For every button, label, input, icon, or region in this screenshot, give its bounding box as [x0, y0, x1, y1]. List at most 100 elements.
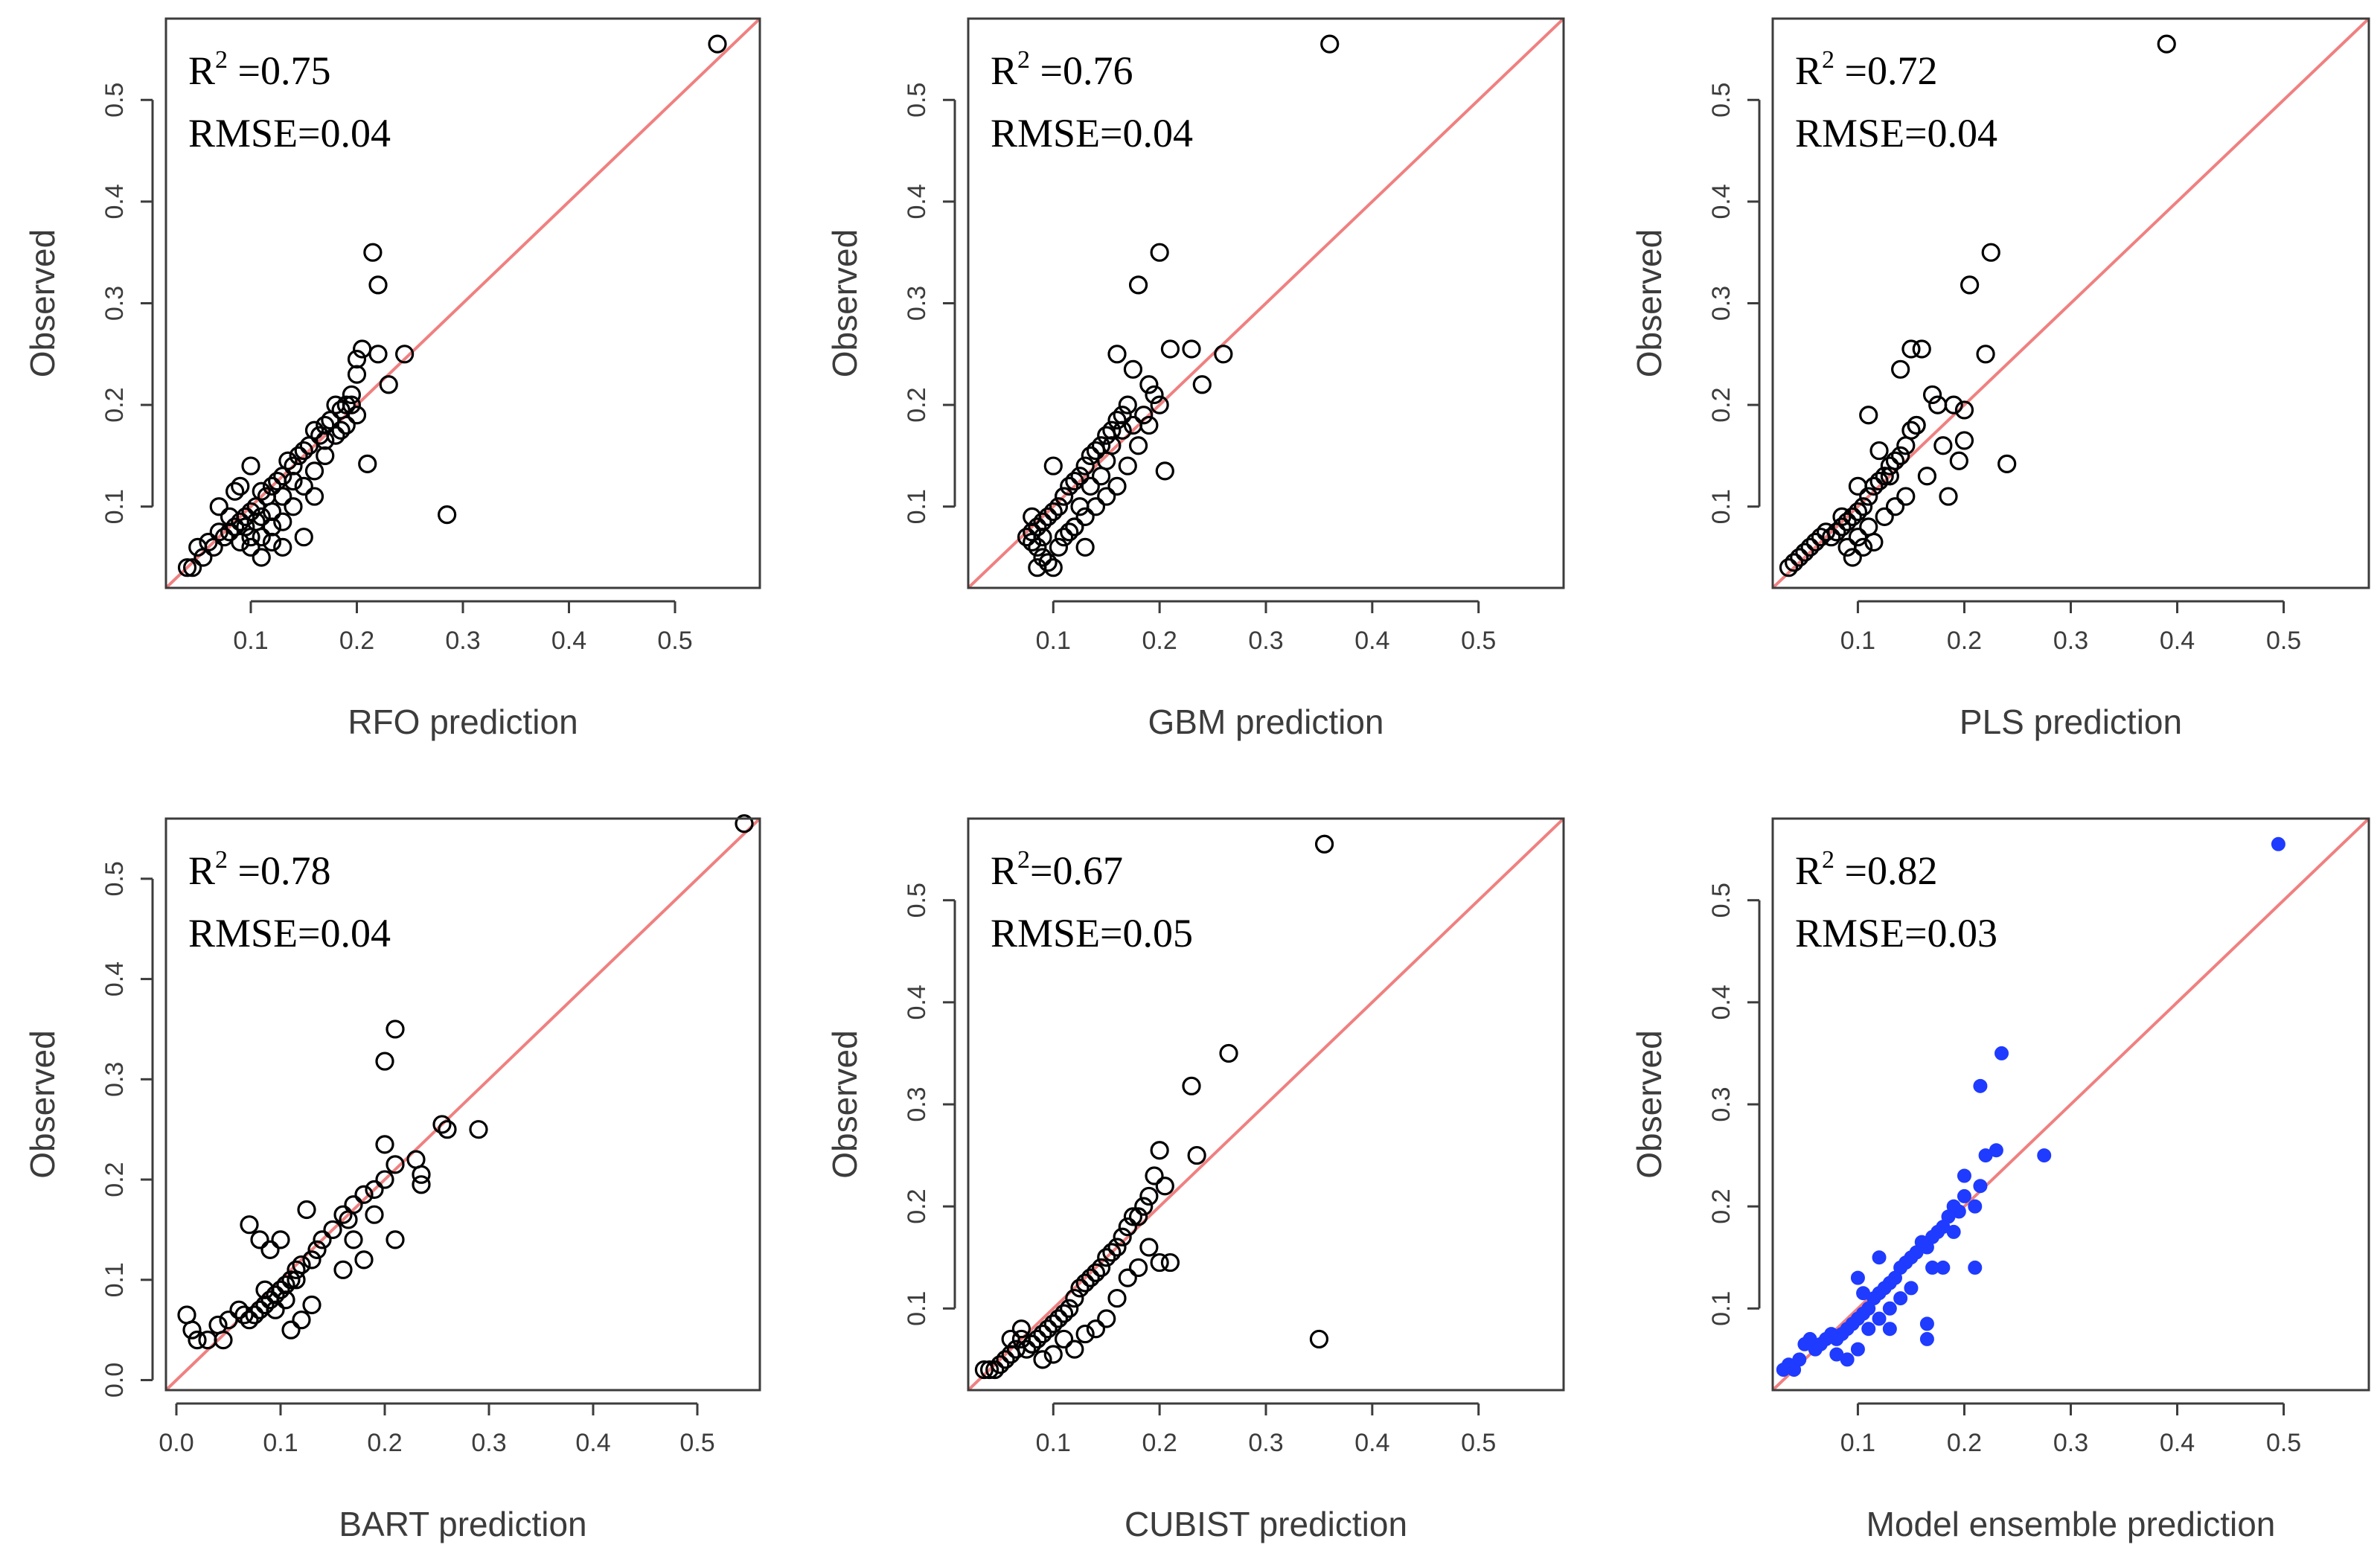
data-point	[1118, 395, 1137, 415]
data-point	[333, 1205, 353, 1224]
plot-frame	[967, 817, 1565, 1392]
data-point	[1960, 275, 1980, 295]
data-point	[1182, 339, 1201, 359]
data-point	[1150, 1252, 1169, 1273]
data-point	[1856, 1286, 1871, 1301]
data-point	[1797, 1337, 1812, 1351]
data-point	[1896, 436, 1916, 455]
data-point	[1790, 548, 1809, 567]
data-point	[1954, 431, 1974, 450]
x-axis-title: Model ensemble prediction	[1866, 1505, 2276, 1543]
data-point	[1086, 1263, 1106, 1282]
rmse-label: RMSE=0.05	[991, 911, 1193, 956]
data-point	[1912, 339, 1931, 359]
data-point	[1086, 1319, 1106, 1339]
y-axis-title: Observed	[825, 229, 864, 377]
data-point	[1994, 1046, 2009, 1060]
reference-line-y-equals-x	[166, 19, 760, 588]
data-point	[1038, 553, 1058, 572]
data-point	[302, 1295, 322, 1315]
data-point	[347, 406, 367, 425]
data-point	[209, 497, 228, 516]
data-point	[412, 1175, 431, 1194]
data-point	[1893, 1291, 1908, 1306]
data-point	[1113, 420, 1132, 440]
data-point	[336, 395, 356, 415]
scatter-panel: 0.1 0.2 0.3 0.4 0.5 0.1 0.2 0.3 0.4 0.5 RFO predic…	[23, 17, 761, 741]
x-tick-label: 0.3	[1248, 1429, 1283, 1457]
scatter-panel: 0.0 0.1 0.2 0.3 0.4 0.5 0.0 0.1 0.2 0.3 0.4 0.5 BART…	[23, 814, 761, 1543]
data-point	[220, 507, 240, 526]
data-point	[386, 1155, 405, 1174]
data-point	[1023, 507, 1042, 526]
data-point	[347, 365, 367, 384]
data-point	[1150, 395, 1169, 415]
y-tick-label: 0.2	[1707, 387, 1736, 422]
x-tick-label: 0.4	[575, 1429, 610, 1457]
data-point	[241, 537, 260, 557]
data-point	[1075, 507, 1095, 526]
data-point	[1023, 1334, 1042, 1354]
data-point	[316, 446, 335, 466]
data-point	[1033, 528, 1052, 547]
data-point	[1065, 517, 1084, 537]
data-point	[1853, 537, 1873, 557]
data-point	[1139, 375, 1159, 394]
data-point	[1070, 467, 1090, 486]
data-point	[271, 1230, 290, 1249]
data-point	[1123, 359, 1143, 379]
data-point	[1973, 1078, 1988, 1093]
data-point	[1192, 375, 1212, 394]
data-point	[1128, 1258, 1148, 1278]
data-point	[240, 1310, 259, 1330]
r-squared-symbol: R	[991, 848, 1017, 893]
r-squared-symbol: R	[188, 848, 215, 893]
x-tick-label: 0.1	[1840, 1429, 1875, 1457]
r-squared-value: =0.75	[228, 48, 330, 93]
data-point	[1320, 34, 1340, 54]
x-tick-label: 0.5	[2266, 1429, 2301, 1457]
data-point	[1091, 1258, 1111, 1278]
y-axis-title: Observed	[1630, 229, 1669, 377]
data-point	[1843, 507, 1862, 526]
data-point	[375, 1135, 394, 1154]
y-tick-label: 0.3	[100, 286, 129, 321]
data-point	[1214, 345, 1233, 364]
x-tick-label: 0.5	[1461, 1429, 1496, 1457]
data-point	[432, 1115, 452, 1134]
data-point	[996, 1350, 1015, 1369]
data-point	[354, 1250, 374, 1270]
reference-line-y-equals-x	[968, 819, 1564, 1390]
y-tick-label: 0.4	[903, 184, 931, 219]
r-squared-superscript: 2	[1822, 846, 1834, 874]
data-point	[1070, 497, 1090, 516]
y-tick-label: 0.5	[100, 83, 129, 118]
x-tick-label: 0.0	[159, 1429, 193, 1457]
data-point	[1123, 1207, 1143, 1226]
data-point	[708, 34, 727, 54]
data-point	[1944, 395, 1963, 415]
data-point	[1139, 1186, 1159, 1206]
data-point	[1043, 1314, 1063, 1334]
x-tick-label: 0.3	[1248, 627, 1283, 655]
x-tick-label: 0.4	[2160, 627, 2195, 655]
data-point	[406, 1150, 426, 1169]
data-point	[188, 1331, 207, 1350]
r-squared-value: =0.82	[1834, 848, 1937, 893]
data-point	[368, 275, 388, 295]
data-point	[177, 1305, 196, 1325]
data-point	[1187, 1145, 1206, 1165]
data-point	[198, 1331, 217, 1350]
r-squared-value: =0.78	[228, 848, 330, 893]
data-point	[1795, 543, 1814, 562]
y-tick-label: 0.4	[1707, 985, 1736, 1020]
data-point	[236, 517, 255, 537]
r-squared-label: R2 =0.82	[1795, 846, 1938, 893]
data-point	[1779, 558, 1799, 577]
x-axis-title: RFO prediction	[348, 703, 578, 741]
data-point	[1997, 454, 2017, 473]
data-point	[250, 1230, 269, 1249]
data-point	[1919, 1331, 1934, 1346]
data-point	[985, 1360, 1005, 1380]
data-point	[252, 507, 271, 526]
